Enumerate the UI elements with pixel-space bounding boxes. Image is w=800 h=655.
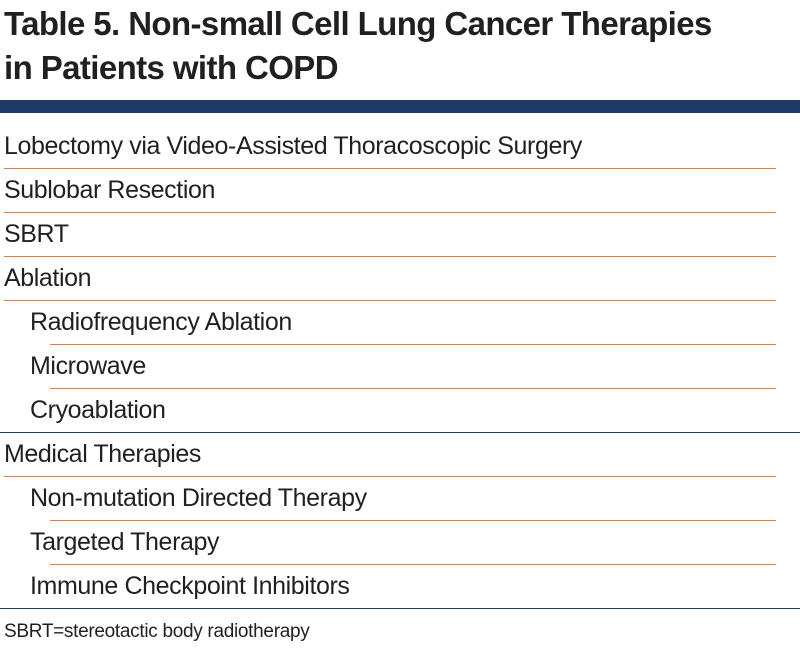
table-row-sub: Targeted Therapy bbox=[0, 521, 800, 565]
row-separator bbox=[4, 475, 776, 477]
row-label: Radiofrequency Ablation bbox=[30, 308, 292, 336]
row-label: Lobectomy via Video-Assisted Thoracoscop… bbox=[4, 132, 582, 160]
row-label: Sublobar Resection bbox=[4, 176, 215, 204]
table-row: Sublobar Resection bbox=[0, 169, 800, 213]
table-row-sub: Cryoablation bbox=[0, 389, 800, 433]
table-row: Lobectomy via Video-Assisted Thoracoscop… bbox=[0, 125, 800, 169]
row-label: Non-mutation Directed Therapy bbox=[30, 484, 367, 512]
row-label: Targeted Therapy bbox=[30, 528, 220, 556]
table-title-line-2: in Patients with COPD bbox=[4, 49, 339, 86]
table-title: Table 5. Non-small Cell Lung Cancer Ther… bbox=[4, 2, 798, 90]
table-row: SBRT bbox=[0, 213, 800, 257]
row-label: Immune Checkpoint Inhibitors bbox=[30, 572, 350, 600]
row-separator bbox=[50, 563, 776, 565]
row-separator bbox=[4, 299, 776, 301]
row-label: SBRT bbox=[4, 220, 69, 248]
table-row-sub: Immune Checkpoint Inhibitors bbox=[0, 565, 800, 609]
row-label: Ablation bbox=[4, 264, 92, 292]
group-separator bbox=[0, 607, 800, 609]
row-label: Microwave bbox=[30, 352, 146, 380]
row-label: Medical Therapies bbox=[4, 440, 202, 468]
row-separator bbox=[50, 343, 776, 345]
table-row: Medical Therapies bbox=[0, 433, 800, 477]
table-footnote: SBRT=stereotactic body radiotherapy bbox=[4, 621, 310, 642]
row-separator bbox=[50, 519, 776, 521]
group-separator bbox=[0, 431, 800, 433]
row-label: Cryoablation bbox=[30, 396, 166, 424]
table-title-line-1: Table 5. Non-small Cell Lung Cancer Ther… bbox=[4, 5, 712, 42]
title-rule bbox=[0, 100, 800, 113]
table-row-sub: Radiofrequency Ablation bbox=[0, 301, 800, 345]
row-separator bbox=[50, 387, 776, 389]
table-row-sub: Microwave bbox=[0, 345, 800, 389]
table-row: Ablation bbox=[0, 257, 800, 301]
row-separator bbox=[4, 167, 776, 169]
table-row-sub: Non-mutation Directed Therapy bbox=[0, 477, 800, 521]
row-separator bbox=[4, 211, 776, 213]
therapy-list: Lobectomy via Video-Assisted Thoracoscop… bbox=[0, 125, 800, 609]
row-separator bbox=[4, 255, 776, 257]
